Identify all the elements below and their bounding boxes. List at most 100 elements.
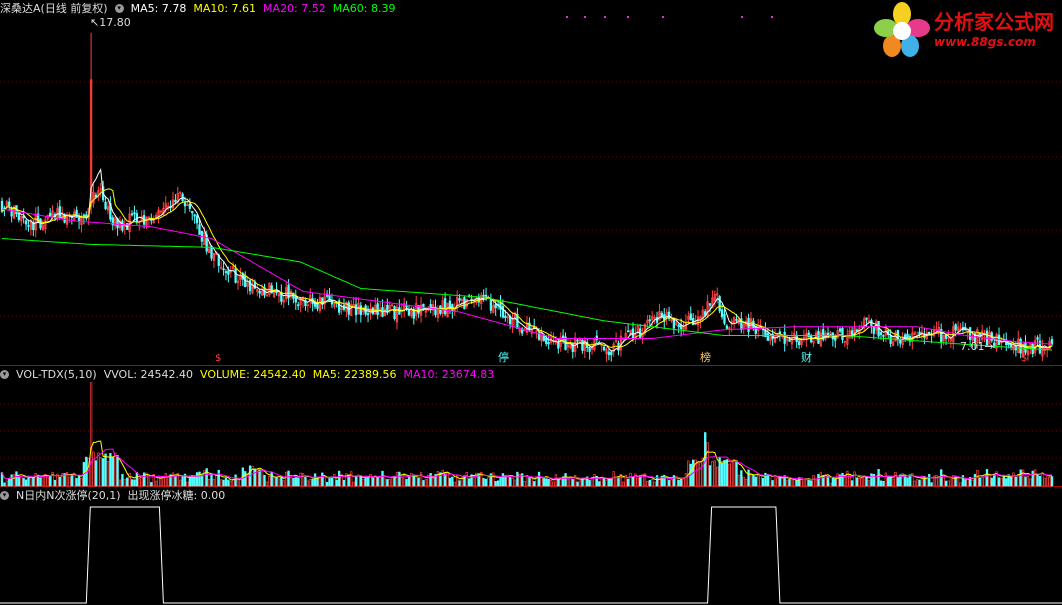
candle-body: [75, 209, 78, 218]
indicator-settings-icon[interactable]: ▾: [0, 490, 9, 500]
candle-body: [104, 201, 107, 210]
volume-bar: [422, 480, 425, 487]
volume-bar: [36, 474, 40, 487]
candle-body: [1026, 349, 1030, 356]
volume-bar: [1031, 470, 1034, 487]
volume-bar: [990, 477, 993, 487]
volume-bar: [465, 471, 468, 487]
volume-bar: [648, 479, 651, 487]
candle-body: [36, 213, 40, 223]
candle-body: [470, 298, 473, 301]
volume-bar: [330, 476, 334, 487]
volume-bar: [634, 473, 637, 487]
candle-body: [369, 308, 372, 314]
volume-bar: [167, 477, 170, 487]
volume-settings-icon[interactable]: ▾: [0, 369, 9, 379]
volume-bar: [810, 480, 813, 487]
volume-bar: [77, 475, 81, 487]
volume-bar: [236, 480, 240, 487]
candle-body: [32, 222, 35, 230]
volume-bar: [17, 475, 21, 487]
candle-body: [651, 315, 654, 321]
candle-body: [947, 337, 950, 339]
candle-body: [99, 188, 102, 191]
candle-body: [547, 342, 550, 345]
high-price-label: ↖17.80: [90, 16, 131, 29]
volume-bar: [405, 479, 408, 487]
volume-bar: [265, 481, 269, 487]
ma60-line: [1, 238, 1053, 351]
volume-bar: [694, 459, 697, 487]
candle-body: [48, 212, 52, 217]
volume-bar: [672, 475, 676, 487]
volume-bar: [362, 478, 365, 487]
candle-body: [458, 298, 461, 301]
candle-body: [855, 329, 859, 332]
ma10-line: [1, 188, 1053, 349]
volume-bar: [1046, 474, 1049, 487]
volume-bar: [925, 478, 928, 487]
candle-body: [366, 313, 370, 316]
volume-bar: [528, 477, 531, 487]
volume-bar: [699, 461, 702, 487]
volume-bar: [896, 477, 900, 487]
volume-bar: [761, 477, 765, 487]
volume-bar: [328, 477, 331, 487]
volume-bar: [475, 472, 478, 487]
volume-bar: [679, 478, 683, 487]
volume-bar: [793, 479, 796, 487]
candle-body: [236, 280, 240, 283]
volume-bar: [817, 473, 820, 487]
volume-ma10-value: MA10: 23674.83: [403, 367, 495, 381]
volume-bar: [980, 476, 984, 487]
volume-bar: [940, 469, 943, 487]
candle-body: [460, 299, 464, 301]
volume-bar: [443, 473, 447, 487]
candle-body: [675, 321, 678, 325]
volume-bar: [181, 476, 184, 487]
volume-bar: [492, 472, 495, 487]
volume-bar: [270, 471, 273, 487]
volume-bar: [164, 472, 167, 487]
volume-bar: [533, 481, 536, 487]
settings-circle-icon[interactable]: ▾: [114, 3, 124, 13]
candle-body: [191, 210, 194, 214]
candle-body: [506, 316, 509, 319]
candle-body: [713, 293, 717, 302]
volume-bar: [371, 477, 375, 487]
event-marker-finance[interactable]: 财: [801, 351, 812, 364]
volume-bar: [224, 477, 228, 487]
candle-body: [359, 305, 362, 315]
candle-body: [773, 336, 777, 343]
volume-bar: [217, 469, 220, 487]
volume-bar: [207, 478, 211, 487]
event-marker-ranking[interactable]: 榜: [700, 351, 711, 364]
candle-body: [465, 298, 468, 307]
volume-bar: [381, 470, 384, 487]
candle-body: [63, 213, 66, 223]
volume-bar: [294, 477, 297, 487]
volume-bar: [142, 472, 146, 487]
volume-bar: [853, 471, 856, 487]
volume-bar: [427, 474, 430, 487]
volume-bar: [366, 477, 370, 487]
volume-bar: [215, 475, 218, 487]
event-marker-suspend[interactable]: 停: [498, 351, 509, 364]
volume-bar: [612, 471, 615, 487]
volume-bar: [0, 472, 4, 487]
candle-body: [152, 220, 155, 224]
volume-bar: [1041, 472, 1044, 487]
low-price-label: 7.01→: [960, 340, 994, 353]
volume-bar: [928, 474, 931, 487]
volume-bar: [607, 478, 611, 487]
volume-bar: [280, 476, 283, 487]
candle-body: [248, 280, 252, 292]
top-marker-dot-0: [565, 15, 569, 19]
volume-bar: [754, 476, 757, 487]
volume-bar: [75, 478, 78, 487]
candle-body: [607, 351, 611, 356]
volume-bar: [12, 474, 16, 487]
volume-bar: [1050, 476, 1054, 487]
candle-body: [219, 266, 223, 269]
candle-body: [24, 220, 28, 225]
